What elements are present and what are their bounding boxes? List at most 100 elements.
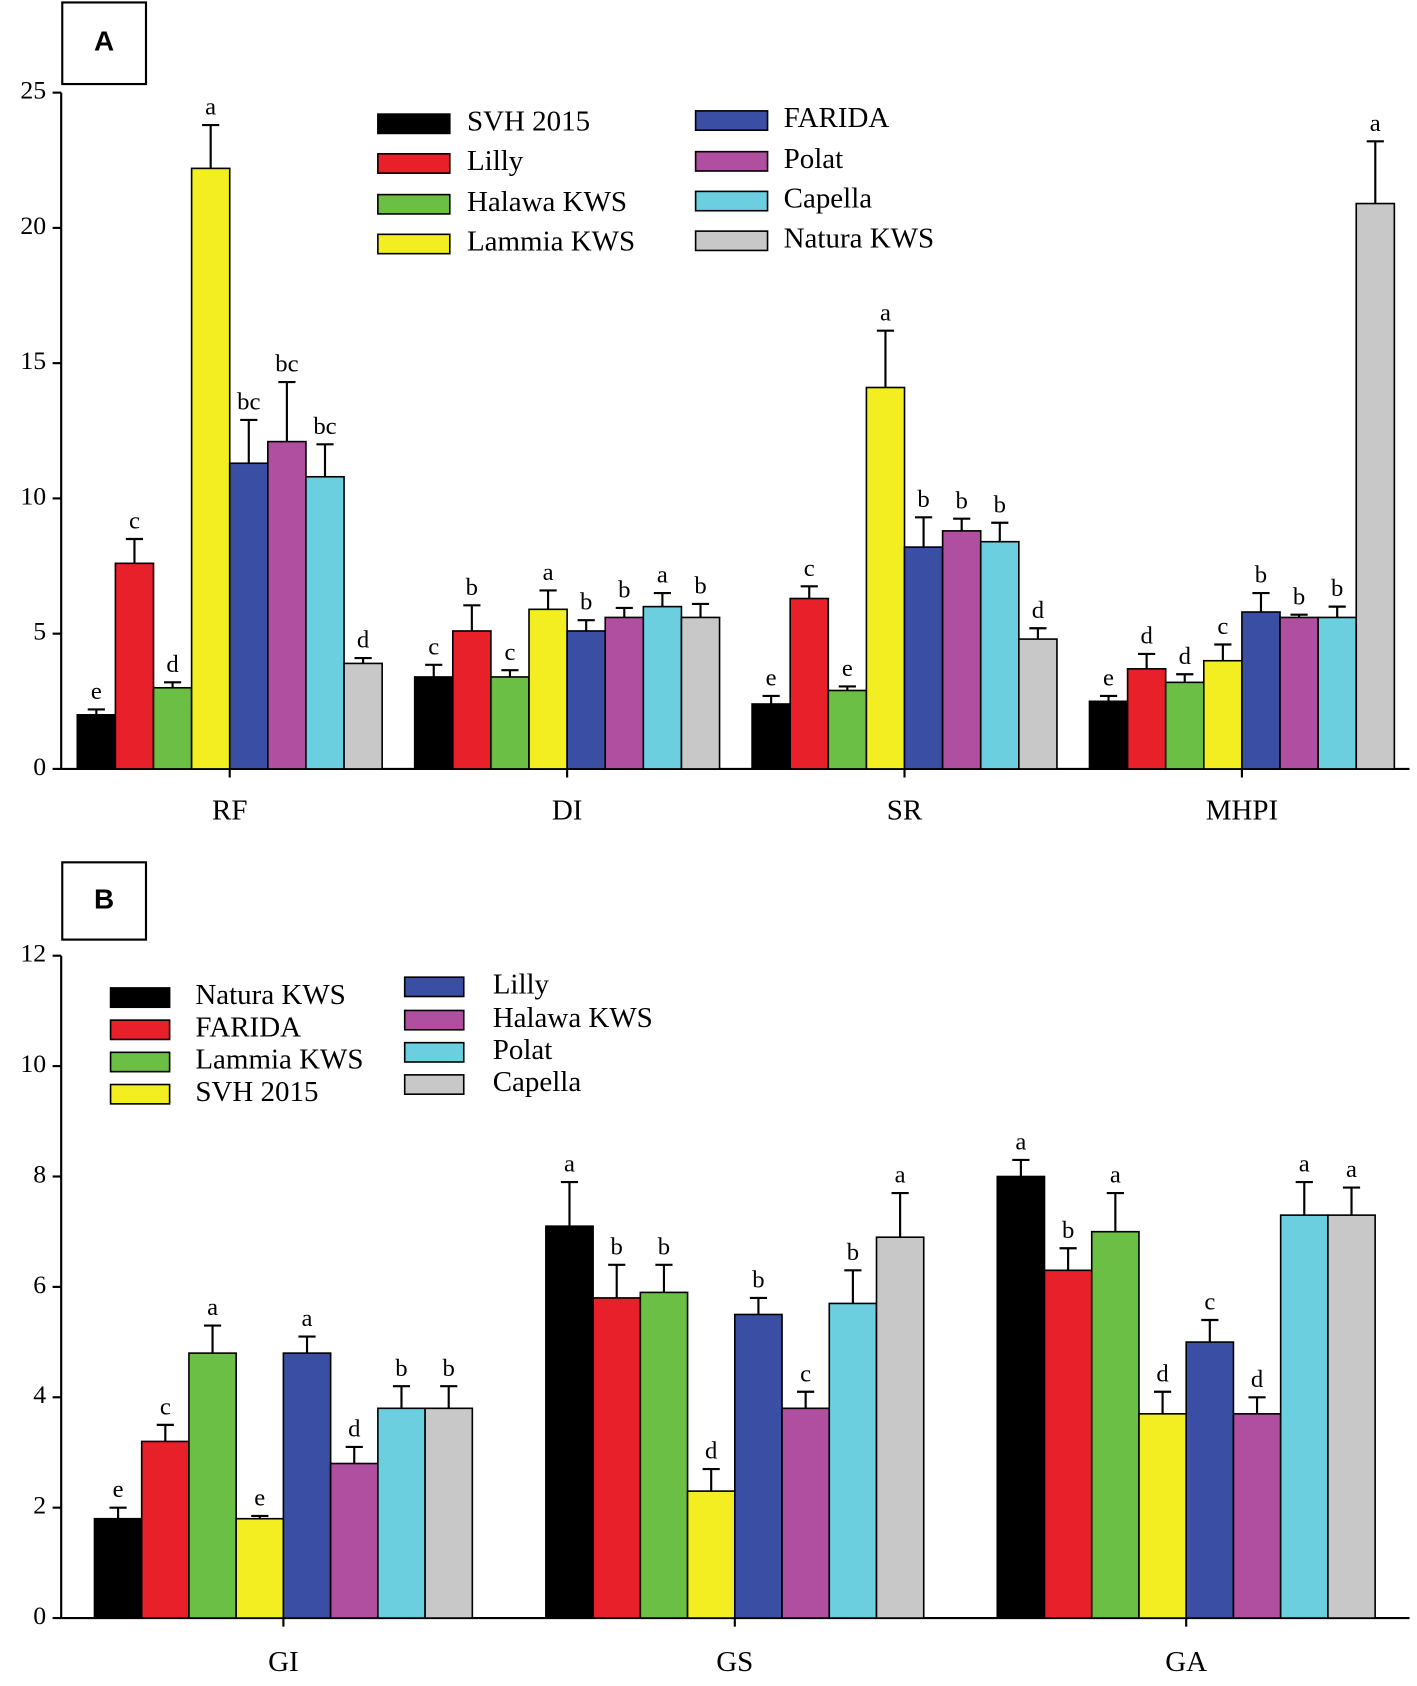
bar: [941, 530, 982, 770]
legend-swatch: [403, 976, 465, 998]
error-bar: [440, 1385, 458, 1409]
legend-swatch: [403, 1074, 465, 1096]
bar: [1279, 616, 1319, 770]
error-bar: [1012, 1158, 1030, 1177]
significance-letter: a: [880, 299, 891, 326]
bar: [1185, 1341, 1235, 1619]
significance-letter: b: [466, 574, 478, 601]
error-bar: [1214, 643, 1232, 661]
legend-label: SVH 2015: [195, 1076, 318, 1108]
y-tick-label: 25: [20, 76, 46, 105]
error-bar: [425, 663, 443, 677]
significance-letter: c: [1204, 1289, 1215, 1316]
bar: [235, 1517, 285, 1619]
significance-letter: b: [618, 577, 630, 604]
bar: [1241, 611, 1281, 770]
legend-label: Natura KWS: [195, 979, 345, 1011]
significance-letter: e: [1103, 664, 1114, 691]
significance-letter: a: [895, 1162, 906, 1189]
legend-label: Lammia KWS: [467, 226, 635, 258]
significance-letter: d: [1251, 1366, 1264, 1393]
legend-swatch: [109, 1019, 171, 1041]
legend-swatch: [403, 1009, 465, 1031]
bar: [1043, 1269, 1093, 1619]
bar: [1355, 202, 1396, 770]
bar: [1164, 681, 1205, 770]
significance-letter: d: [705, 1438, 718, 1465]
bar: [1327, 1214, 1376, 1619]
error-bar: [539, 589, 557, 610]
significance-letter: c: [1217, 613, 1228, 640]
error-bar: [876, 329, 895, 388]
significance-letter: bc: [237, 389, 260, 416]
significance-letter: e: [254, 1485, 265, 1512]
error-bar: [109, 1506, 127, 1519]
significance-letter: a: [302, 1305, 313, 1332]
error-bar: [1290, 613, 1308, 618]
bar: [733, 1313, 783, 1619]
x-tick-label: GI: [268, 1646, 299, 1678]
error-bar: [891, 1191, 909, 1238]
significance-letter: b: [395, 1355, 407, 1382]
significance-letter: b: [1331, 575, 1343, 602]
bar: [865, 386, 906, 770]
legend-swatch: [694, 150, 769, 172]
legend-label: Halawa KWS: [467, 186, 627, 218]
y-tick-label: 12: [20, 939, 46, 968]
significance-letter: a: [1110, 1162, 1121, 1189]
significance-letter: e: [766, 664, 777, 691]
legend-label: FARIDA: [195, 1011, 301, 1043]
y-tick-label: 0: [33, 1601, 46, 1630]
bar: [996, 1175, 1046, 1619]
legend-swatch: [377, 113, 451, 135]
error-bar: [1201, 1318, 1219, 1343]
error-bar: [1366, 140, 1384, 204]
significance-letter: c: [804, 555, 815, 582]
legend-label: Lilly: [493, 969, 550, 1001]
error-bar: [156, 1423, 174, 1442]
bar: [329, 1462, 379, 1619]
significance-letter: b: [611, 1233, 623, 1260]
error-bar: [1328, 605, 1346, 618]
error-bar: [163, 681, 182, 688]
error-bar: [1252, 592, 1270, 613]
error-bar: [1248, 1396, 1266, 1414]
bar: [642, 605, 683, 770]
bar: [1203, 659, 1243, 770]
significance-letter: d: [348, 1416, 361, 1443]
bar: [1232, 1413, 1282, 1619]
legend-swatch: [109, 1083, 171, 1105]
bar: [1018, 638, 1058, 770]
error-bar: [844, 1269, 862, 1304]
legend-label: Lammia KWS: [195, 1044, 363, 1076]
bar: [639, 1291, 689, 1619]
significance-letter: c: [129, 508, 140, 535]
bar: [789, 597, 830, 770]
y-tick-label: 6: [33, 1270, 46, 1299]
legend-swatch: [377, 233, 451, 255]
bar: [903, 546, 944, 770]
y-tick-label: 10: [20, 1049, 46, 1078]
error-bar: [251, 1514, 269, 1519]
y-tick-label: 20: [20, 211, 46, 240]
bar: [424, 1407, 474, 1619]
error-bar: [316, 443, 334, 477]
error-bar: [278, 381, 296, 442]
significance-letter: e: [113, 1476, 124, 1503]
bar: [1126, 668, 1167, 770]
error-bar: [762, 694, 780, 705]
significance-letter: e: [91, 678, 102, 705]
x-tick-label: RF: [212, 795, 247, 827]
bar: [545, 1225, 594, 1619]
error-bar: [202, 124, 220, 169]
significance-letter: b: [917, 486, 929, 513]
error-bar: [1153, 1390, 1172, 1414]
bar: [451, 630, 492, 770]
significance-letter: d: [1156, 1360, 1169, 1387]
significance-letter: b: [694, 572, 706, 599]
significance-letter: bc: [313, 413, 336, 440]
bar: [604, 616, 645, 770]
legend-label: FARIDA: [784, 102, 890, 134]
legend-swatch: [109, 987, 171, 1009]
bar: [1279, 1214, 1329, 1619]
